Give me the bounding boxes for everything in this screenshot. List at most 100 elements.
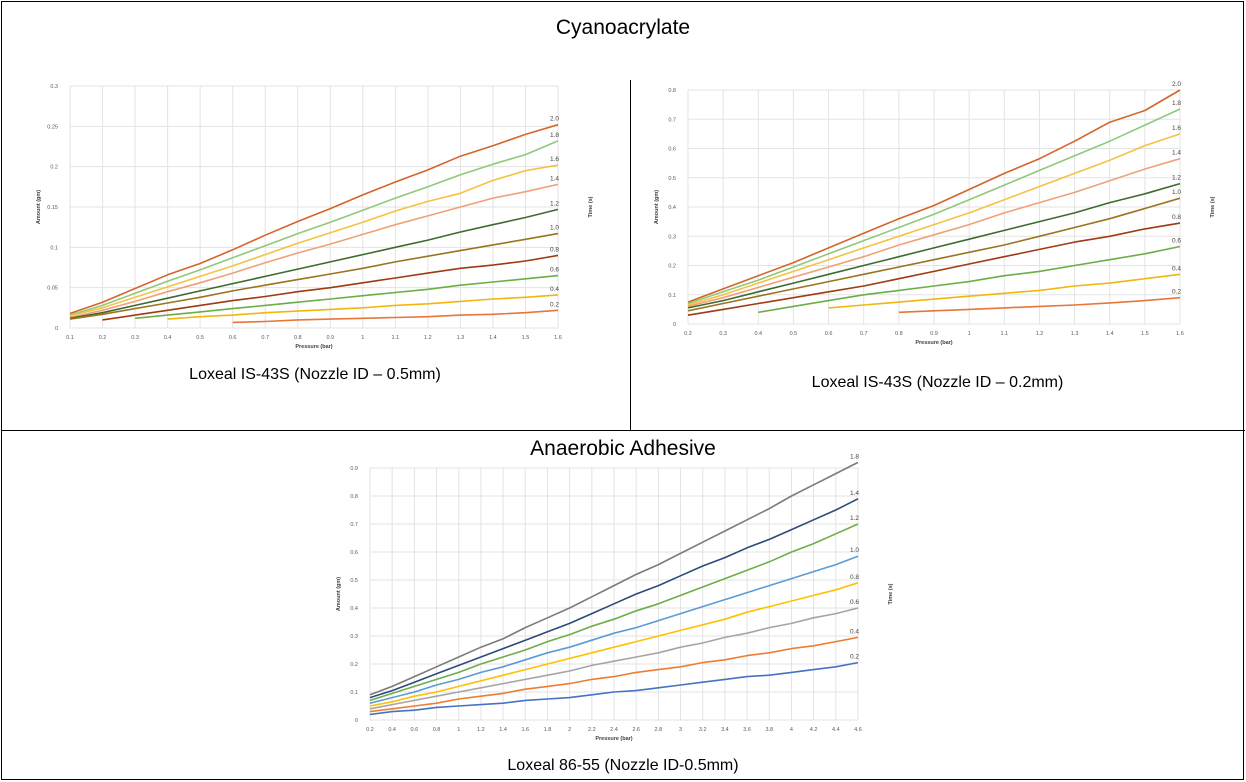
y-tick-label: 0.3 — [668, 234, 676, 240]
series-line-1-8 — [69, 140, 559, 316]
x-tick-label: 0.3 — [719, 331, 727, 337]
y-tick-label: 0.4 — [668, 205, 676, 211]
y-tick-label: 0.8 — [668, 88, 676, 94]
series-label: 1.4 — [550, 175, 559, 182]
x-tick-label: 1.4 — [499, 727, 507, 733]
section-divider — [1, 430, 1245, 431]
x-tick-label: 2.2 — [588, 727, 596, 733]
chart-cyanoacrylate-nozzle-0-5: 0.1 0.2 0.3 0.4 0.5 0.6 0.7 0.8 0.9 1 1.1 1.2 1.3 1.4… — [36, 84, 594, 350]
series-line-0-4 — [167, 294, 559, 320]
x-tick-label: 1 — [457, 727, 460, 733]
y-tick-label: 0.4 — [350, 606, 358, 612]
x-tick-label: 1 — [968, 331, 971, 337]
x-tick-label: 1.3 — [1071, 331, 1079, 337]
y-tick-label: 0.7 — [668, 117, 676, 123]
caption-chart2: Loxeal IS-43S (Nozzle ID – 0.2mm) — [811, 374, 1064, 391]
y-tick-label: 0.2 — [668, 264, 676, 270]
x-tick-label: 3.8 — [765, 727, 773, 733]
x-tick-label: 1.5 — [522, 335, 530, 341]
x-tick-label: 0.2 — [684, 331, 692, 337]
series-label: 0.8 — [850, 574, 859, 581]
y-tick-label: 0.6 — [668, 147, 676, 153]
series-line-1-8 — [369, 461, 859, 696]
y-axis-title: Amount (gm) — [654, 190, 660, 224]
series-line-0-8 — [687, 222, 1181, 316]
y-tick-label: 0 — [55, 326, 58, 332]
x-tick-label: 1.4 — [1106, 331, 1114, 337]
series-line-1-2 — [687, 182, 1181, 309]
caption-chart3: Loxeal 86-55 (Nozzle ID-0.5mm) — [507, 757, 739, 774]
series-label: 0.2 — [850, 654, 859, 661]
x-tick-label: 1.3 — [457, 335, 465, 341]
x-axis-title: Pressure (bar) — [595, 736, 632, 742]
series-label: 1.2 — [1172, 175, 1181, 182]
series-label: 2.0 — [550, 116, 559, 123]
series-label: 1.6 — [550, 156, 559, 163]
x-tick-label: 0.6 — [825, 331, 833, 337]
x-tick-label: 0.2 — [99, 335, 107, 341]
caption-chart1: Loxeal IS-43S (Nozzle ID – 0.5mm) — [189, 366, 441, 383]
x-tick-label: 1.1 — [392, 335, 400, 341]
series-label: 0.2 — [1172, 289, 1181, 296]
x-tick-label: 0.2 — [366, 727, 374, 733]
x-tick-label: 2.8 — [655, 727, 663, 733]
series-line-1-4 — [69, 183, 559, 319]
x-tick-label: 0.6 — [411, 727, 419, 733]
x-tick-label: 1.6 — [554, 335, 562, 341]
series-label: 1.2 — [850, 515, 859, 522]
series-line-1-4 — [369, 498, 859, 699]
y-tick-label: 0.2 — [50, 165, 58, 171]
x-tick-label: 0.9 — [930, 331, 938, 337]
series-label: 0.6 — [850, 599, 859, 606]
chart-cyanoacrylate-nozzle-0-2: 0.2 0.3 0.4 0.5 0.6 0.7 0.8 0.9 1 1.1 1.2 1.3 1.4 1.5… — [654, 81, 1216, 346]
y2-axis-title: Time (s) — [888, 583, 894, 604]
series-line-0-4 — [369, 636, 859, 713]
y-tick-label: 0.2 — [350, 662, 358, 668]
series-label: 1.4 — [850, 490, 859, 497]
series-label: 1.2 — [550, 200, 559, 207]
series-line-1-6 — [69, 164, 559, 317]
series-label: 0.8 — [1172, 214, 1181, 221]
series-line-0-2 — [232, 309, 559, 324]
x-tick-label: 1 — [361, 335, 364, 341]
x-tick-label: 4.2 — [810, 727, 818, 733]
x-tick-label: 0.5 — [790, 331, 798, 337]
y-tick-label: 0.25 — [47, 124, 58, 130]
x-tick-label: 3 — [679, 727, 682, 733]
x-tick-label: 0.4 — [164, 335, 172, 341]
series-line-1-8 — [687, 108, 1181, 305]
series-label: 0.2 — [550, 301, 559, 308]
series-label: 0.4 — [1172, 265, 1181, 272]
y-tick-label: 0.3 — [50, 84, 58, 90]
y-tick-label: 0.5 — [668, 176, 676, 182]
series-label: 1.4 — [1172, 150, 1181, 157]
series-label: 0.6 — [1172, 237, 1181, 244]
x-tick-label: 2.4 — [610, 727, 618, 733]
y-tick-label: 0.6 — [350, 550, 358, 556]
y-tick-label: 0.1 — [350, 690, 358, 696]
x-tick-label: 1.4 — [489, 335, 497, 341]
series-line-0-2 — [369, 661, 859, 716]
x-tick-label: 0.8 — [895, 331, 903, 337]
chart-anaerobic-nozzle-0-5: 0.2 0.4 0.6 0.8 1 1.2 1.4 1.6 1.8 2 2.2 2.4 2.6 2.8 3 3… — [336, 453, 894, 742]
y-tick-label: 0.3 — [350, 634, 358, 640]
x-axis-title: Pressure (bar) — [915, 340, 952, 346]
series-line-1-0 — [369, 555, 859, 704]
series-line-1-2 — [369, 523, 859, 702]
x-tick-label: 0.6 — [229, 335, 237, 341]
y2-axis-title: Time (s) — [588, 196, 594, 217]
series-line-0-8 — [369, 582, 859, 707]
series-line-0-6 — [758, 245, 1181, 314]
x-tick-label: 0.4 — [388, 727, 396, 733]
y-tick-label: 0.1 — [50, 245, 58, 251]
x-tick-label: 0.7 — [860, 331, 868, 337]
x-tick-label: 0.7 — [261, 335, 269, 341]
series-label: 1.0 — [850, 547, 859, 554]
series-line-1-0 — [687, 197, 1181, 312]
y-tick-label: 0.9 — [350, 466, 358, 472]
x-tick-label: 4 — [790, 727, 793, 733]
section-heading-cyanoacrylate: Cyanoacrylate — [555, 16, 691, 39]
series-line-0-2 — [898, 296, 1181, 314]
x-tick-label: 0.8 — [433, 727, 441, 733]
